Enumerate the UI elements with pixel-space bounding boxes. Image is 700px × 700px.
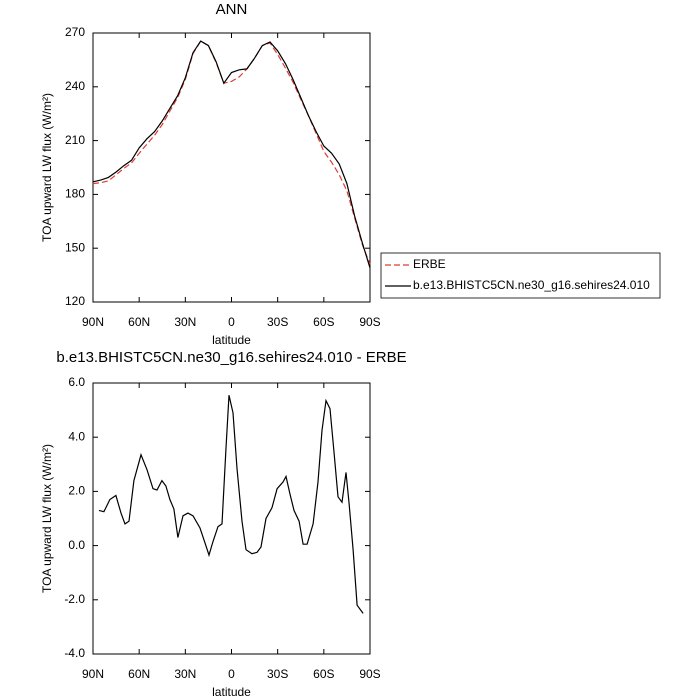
y-tick-label: 270	[65, 25, 85, 39]
y-tick-label: 4.0	[68, 429, 85, 443]
y-tick-label: -2.0	[64, 592, 85, 606]
series-line	[92, 40, 371, 269]
x-tick-label: 30N	[174, 315, 196, 329]
y-tick-label: 120	[65, 294, 85, 308]
series-line	[98, 395, 364, 614]
y-tick-label: 2.0	[68, 484, 85, 498]
y-tick-label: 180	[65, 187, 85, 201]
series-line	[92, 40, 371, 265]
x-tick-label: 60N	[128, 667, 150, 681]
x-tick-label: 60S	[313, 667, 334, 681]
y-tick-label: 210	[65, 133, 85, 147]
x-tick-label: 90N	[82, 315, 104, 329]
x-tick-label: 90S	[359, 315, 380, 329]
legend-label: ERBE	[413, 257, 446, 271]
x-tick-label: 60S	[313, 315, 334, 329]
plot-frame	[92, 382, 371, 655]
y-axis-label: TOA upward LW flux (W/m²)	[40, 93, 54, 242]
y-tick-label: 150	[65, 240, 85, 254]
x-tick-label: 90N	[82, 667, 104, 681]
legend-label: b.e13.BHISTC5CN.ne30_g16.sehires24.010	[413, 278, 650, 292]
x-axis-label: latitude	[212, 333, 251, 347]
x-tick-label: 0	[228, 667, 235, 681]
x-tick-label: 0	[228, 315, 235, 329]
y-tick-label: 6.0	[68, 375, 85, 389]
y-axis-label: TOA upward LW flux (W/m²)	[40, 444, 54, 593]
x-tick-label: 30S	[267, 315, 288, 329]
chart-title: ANN	[216, 1, 248, 18]
x-axis-label: latitude	[212, 685, 251, 699]
y-tick-label: 0.0	[68, 538, 85, 552]
x-tick-label: 30N	[174, 667, 196, 681]
x-tick-label: 90S	[359, 667, 380, 681]
legend-box	[380, 252, 661, 299]
x-tick-label: 60N	[128, 315, 150, 329]
y-tick-label: 240	[65, 79, 85, 93]
chart-title: b.e13.BHISTC5CN.ne30_g16.sehires24.010 -…	[56, 349, 406, 366]
x-tick-label: 30S	[267, 667, 288, 681]
y-tick-label: -4.0	[64, 646, 85, 660]
